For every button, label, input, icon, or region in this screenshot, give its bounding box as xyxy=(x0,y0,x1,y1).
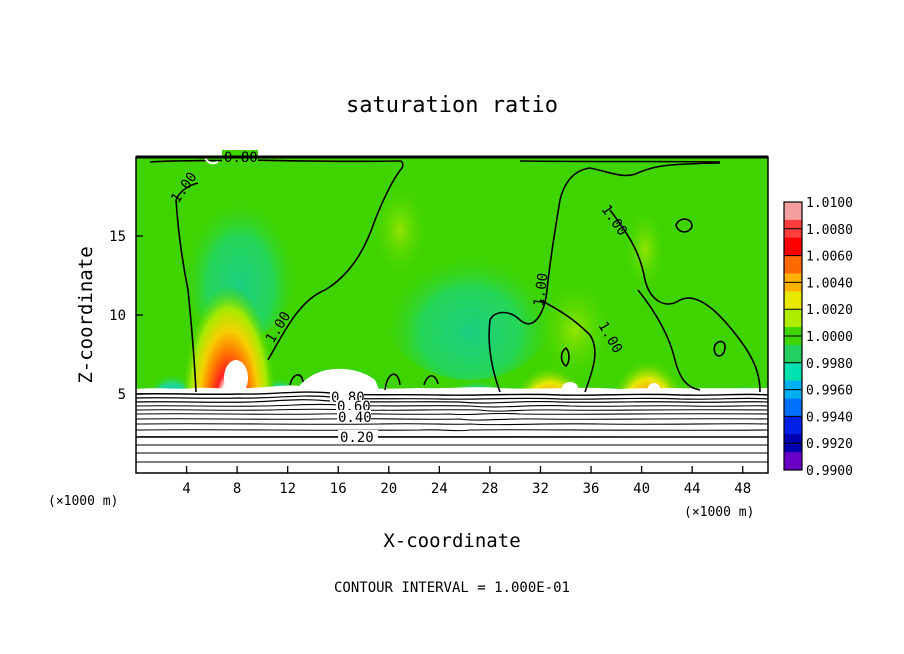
colorbar-tick-label: 0.9920 xyxy=(806,437,853,452)
colorbar: 1.0100 1.0080 1.0060 1.0040 1.0020 1.0000 0.99… xyxy=(783,196,853,479)
x-tick-label: 40 xyxy=(633,481,650,497)
colorbar-tick-label: 1.0040 xyxy=(806,276,853,291)
x-axis-label: X-coordinate xyxy=(383,530,520,552)
warm-region-32 xyxy=(510,335,590,392)
contour-interval-note: CONTOUR INTERVAL = 1.000E-01 xyxy=(334,580,570,596)
cold-region-far-right xyxy=(717,352,768,392)
x-tick-label: 48 xyxy=(734,481,751,497)
colorbar-swatch xyxy=(784,255,802,274)
hot-region-8 xyxy=(181,225,277,392)
contours-1-00 xyxy=(175,160,761,393)
contour-label-100-center: 1.00 xyxy=(531,272,552,308)
colorbar-tick-label: 0.9900 xyxy=(806,464,853,479)
x-tick-label: 8 xyxy=(233,481,241,497)
colorbar-swatch xyxy=(784,452,802,471)
x-tick-label: 12 xyxy=(279,481,296,497)
x-tick-label: 16 xyxy=(330,481,347,497)
y-tick-label: 15 xyxy=(109,229,126,245)
chart-title: saturation ratio xyxy=(346,93,558,118)
x-tick-label: 44 xyxy=(684,481,701,497)
colorbar-swatch xyxy=(784,202,802,221)
y-tick-label: 10 xyxy=(109,308,126,324)
colorbar-tick-label: 1.0080 xyxy=(806,223,853,238)
x-unit-label-right: (×1000 m) xyxy=(684,505,754,520)
y-tick-label: 5 xyxy=(118,387,126,403)
colorbar-tick-label: 1.0100 xyxy=(806,196,853,211)
colorbar-swatch xyxy=(784,398,802,417)
cold-region-center xyxy=(422,337,532,392)
colorbar-tick-label: 0.9980 xyxy=(806,357,853,372)
colorbar-tick-label: 0.9940 xyxy=(806,410,853,425)
x-tick-label: 36 xyxy=(583,481,600,497)
x-tick-label: 32 xyxy=(532,481,549,497)
colorbar-swatch xyxy=(784,291,802,310)
contour-label-020: 0.20 xyxy=(340,430,374,446)
colorbar-tick-label: 1.0060 xyxy=(806,250,853,265)
x-tick-label: 24 xyxy=(431,481,448,497)
y-axis-label: Z-coordinate xyxy=(75,246,97,383)
colorbar-tick-label: 1.0020 xyxy=(806,303,853,318)
contour-label-040: 0.40 xyxy=(338,410,372,426)
colorbar-swatch xyxy=(784,344,802,364)
colorbar-tick-label: 0.9960 xyxy=(806,384,853,399)
x-tick-label: 28 xyxy=(481,481,498,497)
colorbar-swatch xyxy=(784,416,802,435)
x-unit-label-left: (×1000 m) xyxy=(48,494,118,509)
colorbar-swatch xyxy=(784,309,802,328)
colorbar-tick-label: 1.0000 xyxy=(806,330,853,345)
colorbar-swatch xyxy=(784,237,802,257)
x-tick-label: 4 xyxy=(182,481,190,497)
x-axis-ticks: 4 8 12 16 20 24 28 32 36 40 44 48 xyxy=(182,466,751,497)
warm-region-41 xyxy=(608,322,688,392)
colorbar-swatch xyxy=(784,362,802,382)
y-axis-ticks: 5 10 15 xyxy=(109,229,143,403)
x-tick-label: 20 xyxy=(380,481,397,497)
plot-area: 0.80 1.00 1.00 1.00 1.00 1.00 0.80 0.60 … xyxy=(135,150,769,474)
